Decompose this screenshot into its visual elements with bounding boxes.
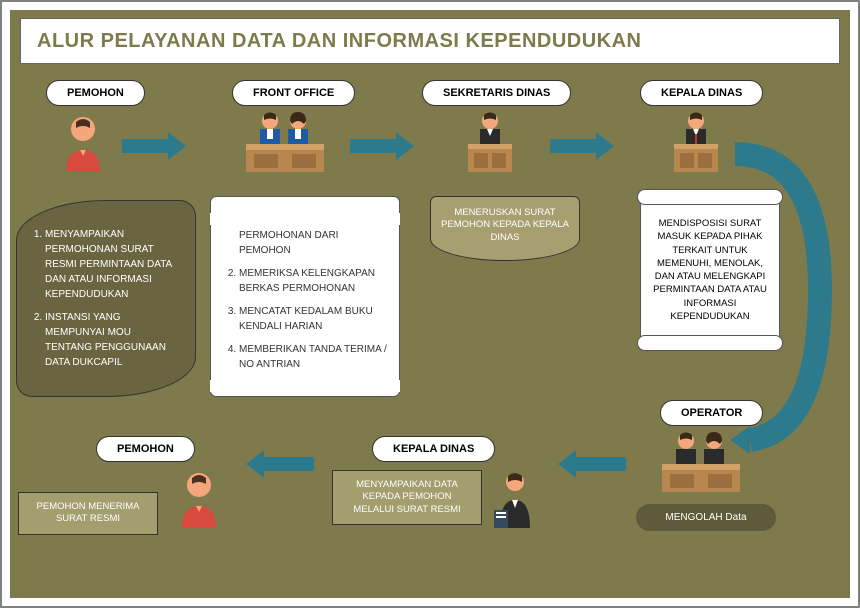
role-kepala2: KEPALA DINAS: [372, 436, 495, 462]
kepala2-desc: MENYAMPAIKAN DATA KEPADA PEMOHON MELALUI…: [332, 470, 482, 525]
flowchart-inner: ALUR PELAYANAN DATA DAN INFORMASI KEPEND…: [10, 10, 850, 598]
arrow-3: [550, 132, 614, 160]
arrow-1: [122, 132, 186, 160]
role-pemohon2: PEMOHON: [96, 436, 195, 462]
role-kepala: KEPALA DINAS: [640, 80, 763, 106]
sekretaris-desc: MENERUSKAN SURAT PEMOHON KEPADA KEPALA D…: [430, 196, 580, 261]
flowchart-canvas: ALUR PELAYANAN DATA DAN INFORMASI KEPEND…: [0, 0, 860, 608]
front-office-desc-item: MENERIMA BERKAS PERMOHONAN DARI PEMOHON: [239, 213, 387, 258]
front-office-icon: [240, 110, 330, 181]
operator-icon: [656, 430, 746, 501]
front-office-desc-item: MENCATAT KEDALAM BUKU KENDALI HARIAN: [239, 304, 387, 334]
title-text: ALUR PELAYANAN DATA DAN INFORMASI KEPEND…: [37, 30, 642, 53]
arrow-5: [246, 450, 314, 478]
role-front-office: FRONT OFFICE: [232, 80, 355, 106]
operator-desc: MENGOLAH Data: [636, 504, 776, 531]
role-pemohon: PEMOHON: [46, 80, 145, 106]
front-office-desc-item: MEMBERIKAN TANDA TERIMA / NO ANTRIAN: [239, 342, 387, 372]
front-office-desc-item: MEMERIKSA KELENGKAPAN BERKAS PERMOHONAN: [239, 266, 387, 296]
kepala-desc: MENDISPOSISI SURAT MASUK KEPADA PIHAK TE…: [640, 196, 780, 344]
front-office-desc: MENERIMA BERKAS PERMOHONAN DARI PEMOHON M…: [210, 196, 400, 397]
pemohon-desc-item: INSTANSI YANG MEMPUNYAI MOU TENTANG PENG…: [45, 310, 179, 370]
kepala-icon: [666, 110, 726, 181]
title-bar: ALUR PELAYANAN DATA DAN INFORMASI KEPEND…: [20, 18, 840, 64]
arrow-2: [350, 132, 414, 160]
pemohon-desc: MENYAMPAIKAN PERMOHONAN SURAT RESMI PERM…: [16, 200, 196, 397]
pemohon2-desc: PEMOHON MENERIMA SURAT RESMI: [18, 492, 158, 535]
pemohon2-icon: [174, 470, 224, 533]
sekretaris-icon: [460, 110, 520, 181]
pemohon-desc-item: MENYAMPAIKAN PERMOHONAN SURAT RESMI PERM…: [45, 227, 179, 302]
pemohon-icon: [58, 114, 108, 177]
role-sekretaris: SEKRETARIS DINAS: [422, 80, 571, 106]
kepala2-icon: [492, 470, 538, 533]
role-operator: OPERATOR: [660, 400, 763, 426]
arrow-4: [558, 450, 626, 478]
